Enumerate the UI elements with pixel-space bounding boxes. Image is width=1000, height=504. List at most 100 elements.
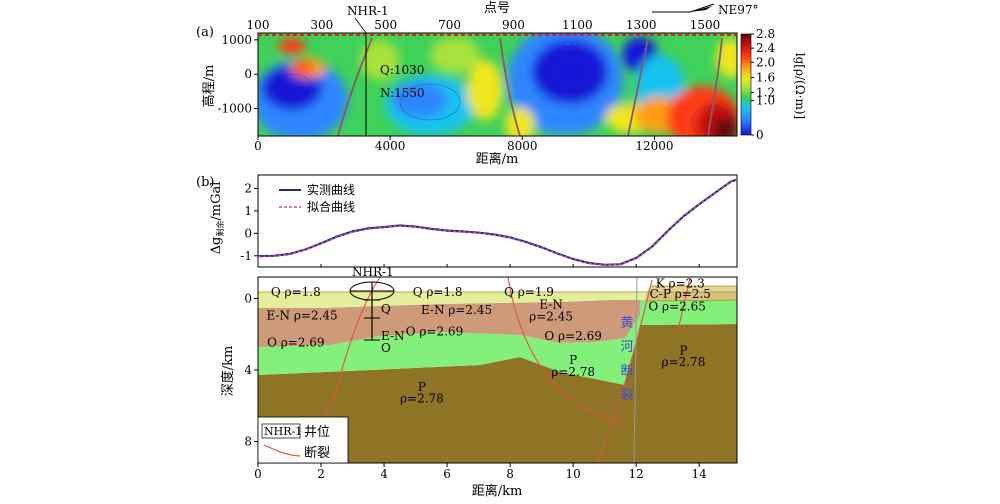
panel-a-ylabel: 高程/m [201,65,217,108]
fault-4 [677,277,691,331]
colorbar-label: lg[ρ/(Ω·m)] [793,53,807,120]
m-xtick-label-6: 12 [629,467,644,481]
stratum-label-17: C-P ρ=2.5 [650,287,711,301]
stratum-O [258,315,737,385]
cb-tick-label-1: 2.4 [756,41,775,55]
legend-fault-desc: 断裂 [304,446,330,461]
m-xtick-label-2: 4 [380,467,388,481]
top-axis-title: 点号 [484,1,510,16]
stratum-label-18: O ρ=2.65 [648,300,705,314]
legend-fault-symbol [263,444,301,457]
top-tick-label-1: 300 [310,18,333,32]
stratum-CP [645,292,737,301]
top-tick-label-2: 500 [374,18,397,32]
gravity-legend: 实测曲线 拟合曲线 [279,182,355,214]
north-arrow: NE97° [652,3,759,17]
stratum-label-11: ρ=2.78 [551,365,595,379]
stratum-Q [258,292,737,308]
m-xtick-label-0: 0 [254,467,262,481]
well-mark-q: Q [381,302,391,316]
panel-a-frame [257,32,738,137]
top-tick-label-7: 1500 [690,18,721,32]
stratum-label-1: Q ρ=1.8 [413,285,463,299]
g-ytick-label-1: 1 [244,204,252,218]
stratum-label-4: E-N ρ=2.45 [421,303,492,317]
panel-b-model: NHR-1 Q E-N O Q ρ=1.8 Q ρ=1.8 Q ρ=1.9E-N ρ… [220,265,738,499]
m-xtick-label-4: 8 [506,467,514,481]
legend-well-name: NHR-1 [264,425,302,438]
top-tick-label-4: 900 [502,18,525,32]
fault-name-char-2: 断 [620,364,633,379]
north-arrow-label: NE97° [718,3,759,17]
cb-tick-label-6: 0 [756,128,764,142]
well-label-b: NHR-1 [352,265,394,279]
m-ytick-label-0: 0 [244,291,252,305]
model-xlabel: 距离/km [472,483,523,499]
stratum-O-right [640,299,737,325]
panel-a-y-ticks: 1000 0 -1000 [217,33,258,116]
fault-2 [507,277,626,423]
gravity-y-ticks: 2 1 0 -1 [240,181,258,263]
m-xtick-label-5: 10 [565,467,580,481]
g-ytick-label-2: 0 [244,226,252,240]
stratum-label-12: P [418,380,426,394]
stratum-K [647,286,737,292]
g-ytick-label-3: -1 [240,249,252,263]
model-ylabel: 深度/km [220,346,236,397]
stratum-labels: Q ρ=1.8 Q ρ=1.8 Q ρ=1.9E-N ρ=2.45 E-N ρ=2.4… [267,276,711,405]
well-mark-o: O [381,341,391,355]
panel-a-xlabel: 距离/m [476,151,519,167]
m-xtick-label-3: 6 [443,467,451,481]
g-ytick-label-0: 2 [244,181,252,195]
top-axis-tick-labels: 100 300 500 700 900 1100 1300 1500 [247,18,721,32]
m-ytick-label-1: 4 [244,363,252,377]
panel-a-label: (a) [196,25,214,40]
legend-fitted: 拟合曲线 [307,199,355,214]
gravity-ylabel: Δg剩余/mGal [209,182,225,255]
colorbar [740,33,752,136]
stratum-label-16: K ρ=2.3 [656,276,705,290]
stratum-label-5: E-N [539,298,563,312]
a-xtick-label-0: 0 [254,139,262,153]
well-nhr1: NHR-1 Q E-N O [349,265,405,355]
well-annotation-q: Q:1030 [380,63,424,77]
a-ytick-label-1: 0 [244,67,252,81]
model-legend: NHR-1 井位 断裂 [257,416,349,464]
well-mark-en: E-N [381,329,405,343]
model-x-ticks: 0 2 4 6 8 10 12 14 [254,463,707,481]
a-xtick-label-3: 12000 [635,139,673,153]
cb-tick-label-5: 1.0 [756,94,775,108]
fault-name-char-1: 河 [620,340,633,355]
fault-huanghe [597,279,653,463]
well-label-a: NHR-1 [347,4,389,18]
gravity-ylabel-unit: /mGal [209,182,224,221]
fault-name-char-3: 裂 [620,388,633,403]
top-tick-label-5: 1100 [562,18,593,32]
stratum-label-8: O ρ=2.69 [406,325,463,339]
gravity-x-ticks [257,264,700,267]
top-tick-label-3: 700 [438,18,461,32]
m-xtick-label-7: 14 [692,467,708,481]
cb-tick-label-3: 1.6 [756,70,775,84]
stratum-label-0: Q ρ=1.8 [271,285,321,299]
stratum-label-13: ρ=2.78 [400,392,444,406]
a-ytick-label-0: 1000 [221,33,252,47]
stratum-label-7: O ρ=2.69 [267,335,324,349]
resistivity-section [258,33,737,136]
panel-b-gravity: (b) 2 1 0 -1 Δg剩余/mGal 实测曲线 拟合曲线 [196,174,738,268]
stratum-label-9: O ρ=2.69 [544,329,601,343]
top-tick-label-6: 1300 [626,18,657,32]
fault-name-char-0: 黄 [620,316,633,331]
well-annotation-n: N:1550 [380,86,425,100]
panel-a: (a) 点号 100 300 500 700 900 1100 1300 1500 [196,1,807,167]
cb-tick-label-2: 2.0 [756,55,775,69]
stratum-label-6: ρ=2.45 [529,309,573,323]
legend-well-desc: 井位 [304,425,330,440]
gravity-series [257,178,738,266]
a-xtick-label-2: 8000 [507,139,538,153]
stratum-label-10: P [569,353,577,367]
gravity-frame [257,174,738,268]
panel-a-x-ticks: 0 4000 8000 12000 [254,136,674,153]
